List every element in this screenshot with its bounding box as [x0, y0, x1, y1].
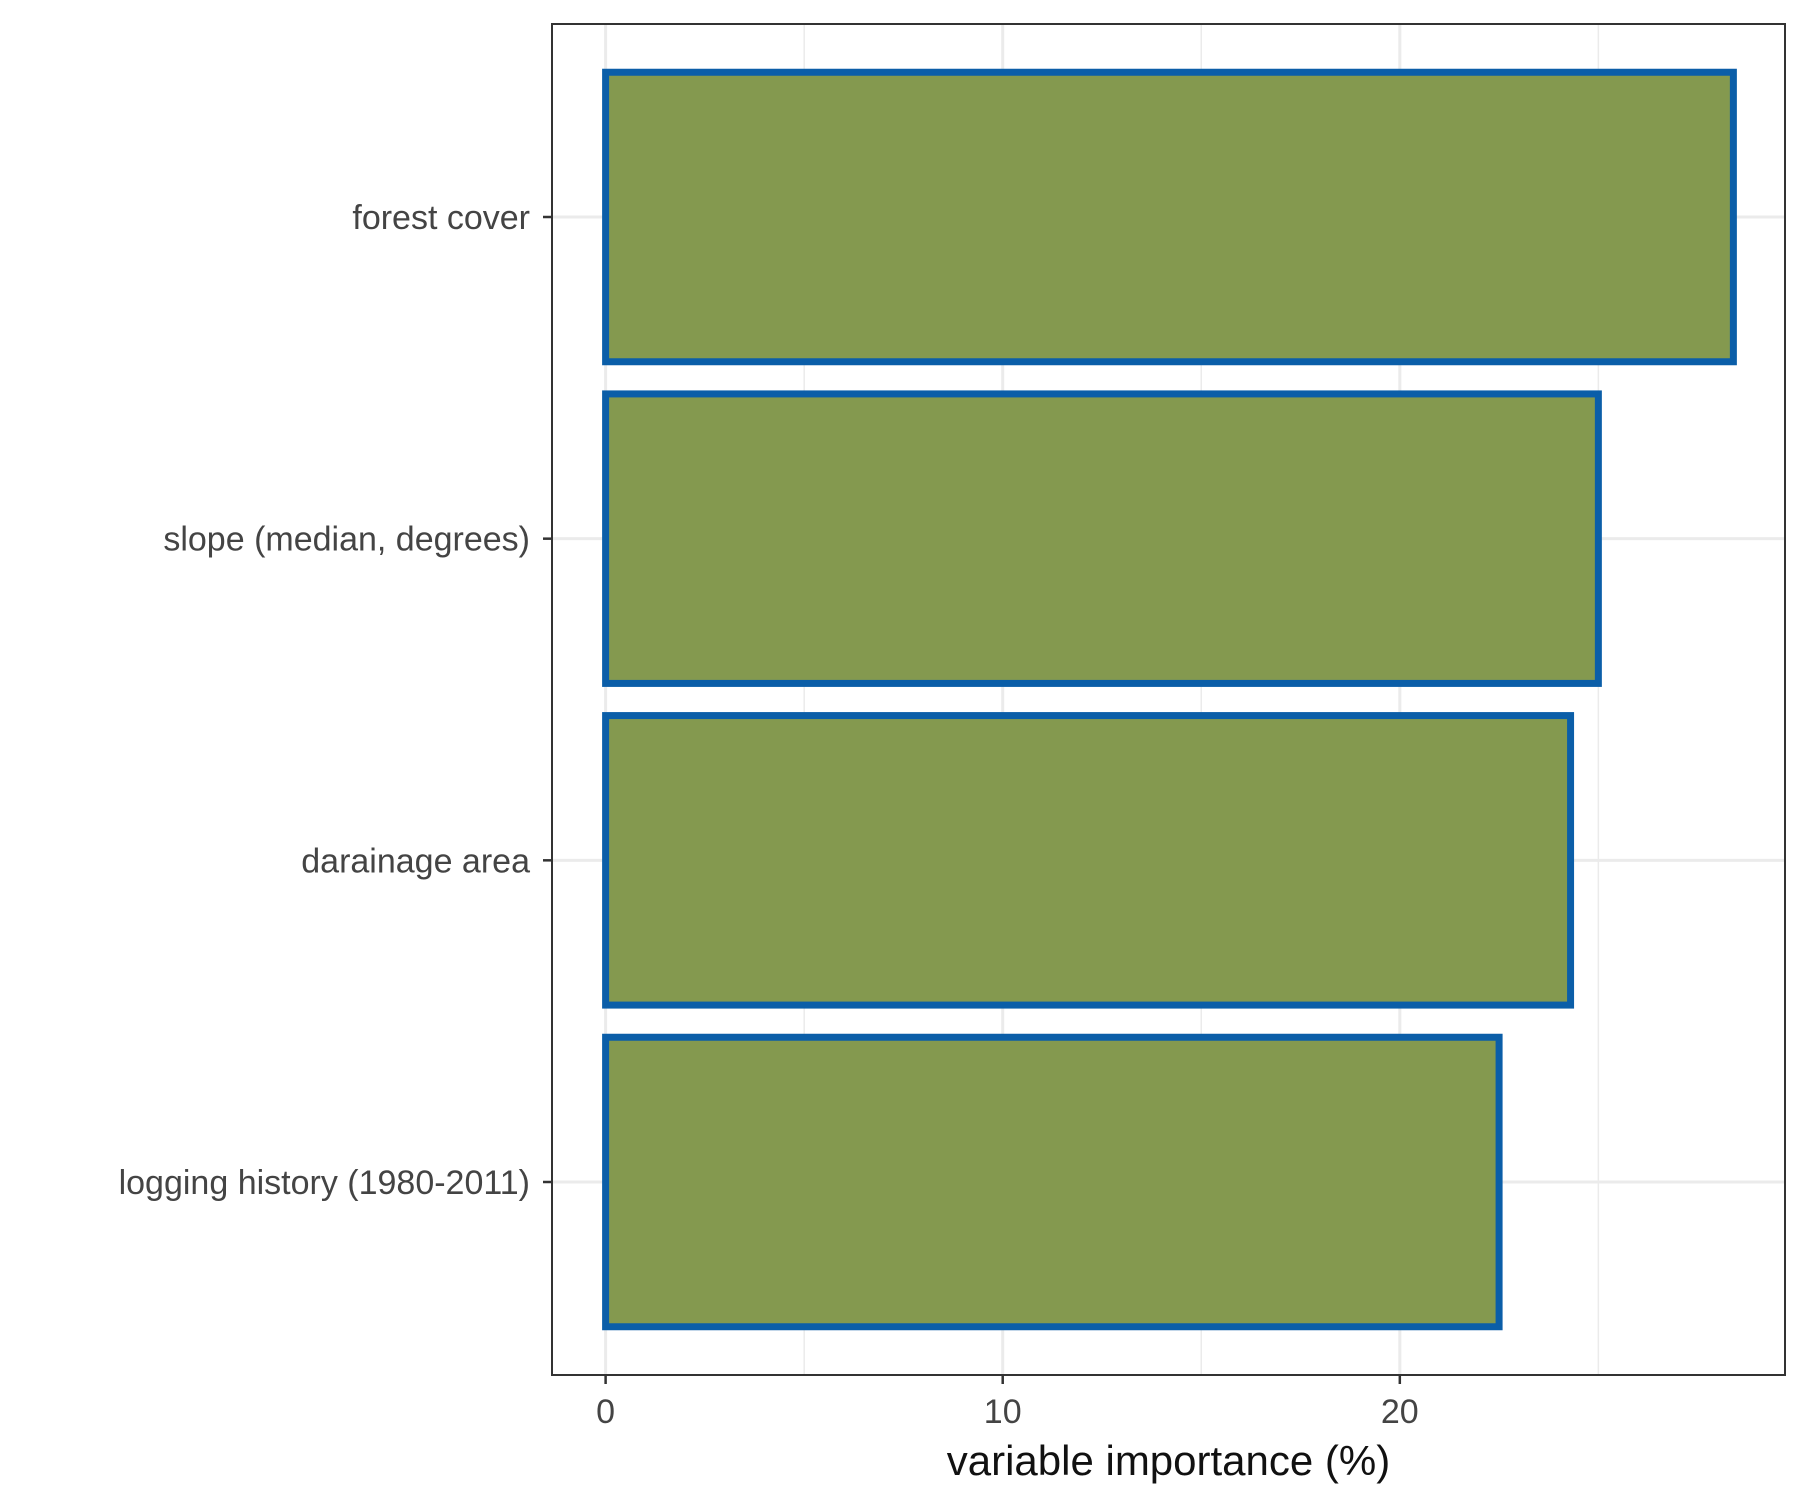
bars-group — [602, 68, 1737, 1331]
y-tick-label: forest cover — [352, 199, 530, 237]
x-axis-title: variable importance (%) — [947, 1437, 1391, 1484]
x-tick-label: 20 — [1381, 1393, 1419, 1431]
bar — [602, 390, 1602, 687]
x-tick-label: 0 — [596, 1393, 615, 1431]
bar — [602, 1033, 1503, 1331]
y-axis: forest cover slope (median, degrees) darai… — [119, 199, 552, 1202]
y-tick-label: slope (median, degrees) — [163, 521, 530, 559]
x-axis: 0 10 20 — [596, 1375, 1419, 1431]
y-tick-label: darainage area — [301, 842, 530, 880]
bar — [602, 712, 1575, 1009]
y-tick-label: logging history (1980-2011) — [119, 1164, 530, 1202]
panel-border — [551, 23, 1786, 1376]
x-tick-label: 10 — [984, 1393, 1022, 1431]
bar — [602, 68, 1737, 366]
